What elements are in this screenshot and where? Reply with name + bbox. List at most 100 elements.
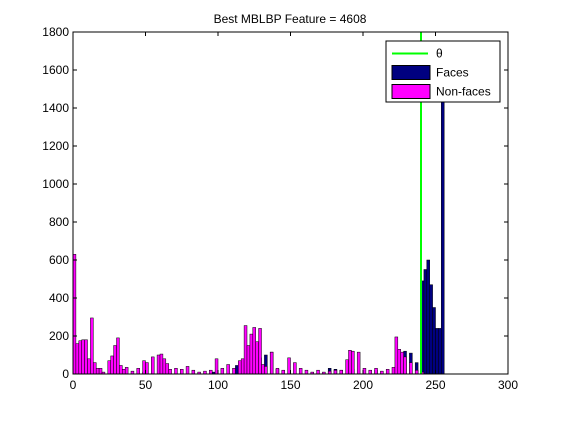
legend-swatch-non-faces (391, 84, 431, 99)
bar-non-faces (348, 350, 352, 375)
y-axis: 0 200 400 600 800 1000 1200 1400 1600 1800 (42, 25, 508, 381)
y-tick-label: 1600 (42, 63, 69, 77)
bar-non-faces (246, 345, 251, 375)
legend: θ Faces Non-faces (385, 40, 501, 103)
legend-label-non-faces: Non-faces (436, 85, 491, 99)
bar-non-faces (238, 360, 242, 375)
x-tick-label: 150 (280, 378, 300, 392)
y-tick-label: 200 (49, 329, 69, 343)
legend-label-faces: Faces (436, 66, 469, 80)
bar-non-faces (110, 355, 114, 375)
x-tick-label: 0 (70, 378, 77, 392)
bar-non-faces (226, 364, 230, 375)
bar-non-faces (87, 358, 91, 375)
bar-non-faces (409, 362, 413, 375)
y-tick-label: 1400 (42, 101, 69, 115)
bar-non-faces (339, 369, 343, 375)
bar-faces (441, 98, 445, 375)
chart-title: Best MBLBP Feature = 4608 (214, 12, 367, 26)
bar-non-faces (414, 369, 419, 375)
y-tick-label: 1200 (42, 139, 69, 153)
bar-non-faces (220, 368, 225, 375)
bar-non-faces (385, 369, 390, 375)
bar-faces (438, 328, 442, 375)
bar-non-faces (269, 351, 274, 375)
x-tick-label: 250 (425, 378, 445, 392)
bar-non-faces (185, 366, 190, 375)
bar-non-faces (165, 363, 169, 375)
bar-non-faces (107, 360, 111, 375)
y-tick-label: 1800 (42, 25, 69, 39)
legend-label-theta: θ (436, 47, 443, 61)
bar-non-faces (78, 340, 82, 375)
bar-non-faces (116, 337, 120, 375)
bar-non-faces (124, 367, 129, 375)
bar-faces (429, 284, 433, 375)
bar-non-faces (356, 351, 361, 375)
bar-non-faces (136, 368, 140, 375)
x-tick-label: 300 (498, 378, 518, 392)
bar-non-faces (304, 369, 309, 375)
bar-non-faces (400, 351, 404, 375)
x-tick-label: 100 (208, 378, 228, 392)
legend-swatch-faces (391, 65, 431, 80)
bar-non-faces (113, 345, 117, 375)
bar-non-faces (293, 362, 297, 375)
y-tick-label: 0 (62, 367, 69, 381)
bar-non-faces (275, 368, 280, 375)
bar-non-faces (156, 354, 161, 375)
bar-non-faces (209, 369, 213, 375)
y-tick-label: 1000 (42, 177, 69, 191)
bar-non-faces (122, 369, 126, 375)
bar-non-faces (281, 369, 285, 375)
bar-non-faces (316, 369, 320, 375)
bar-non-faces (397, 349, 401, 375)
bar-non-faces (243, 325, 248, 375)
bar-faces (423, 269, 428, 375)
bar-non-faces (191, 369, 196, 375)
bar-non-faces (255, 341, 259, 375)
bar-non-faces (264, 366, 268, 375)
bar-non-faces (333, 369, 338, 375)
bar-faces (235, 365, 239, 375)
bar-non-faces (180, 369, 184, 375)
bar-non-faces (84, 339, 88, 375)
bar-non-faces (232, 368, 236, 375)
bar-faces (426, 259, 430, 375)
bar-non-faces (368, 369, 372, 375)
bar-non-faces (351, 350, 355, 375)
bar-non-faces (93, 362, 97, 375)
bar-non-faces (168, 369, 172, 375)
bar-non-faces (119, 365, 123, 375)
y-tick-label: 800 (49, 215, 69, 229)
x-tick-label: 200 (353, 378, 373, 392)
bar-non-faces (159, 353, 164, 375)
bar-non-faces (261, 364, 265, 375)
bar-non-faces (174, 368, 178, 375)
y-tick-label: 400 (49, 291, 69, 305)
bar-non-faces (345, 359, 349, 375)
bar-non-faces (258, 328, 262, 375)
bar-non-faces (75, 343, 80, 375)
bar-non-faces (98, 368, 103, 375)
x-axis: 0 50 100 150 200 250 300 (70, 32, 518, 392)
bar-non-faces (252, 327, 256, 375)
bar-non-faces (90, 317, 94, 375)
bar-non-faces (240, 358, 245, 375)
bar-faces (435, 328, 439, 375)
bar-non-faces (403, 356, 407, 375)
bar-non-faces (162, 358, 167, 375)
bar-non-faces (394, 336, 399, 375)
bar-non-faces (391, 367, 396, 375)
bar-non-faces (95, 368, 100, 375)
x-tick-label: 50 (139, 378, 153, 392)
bar-non-faces (298, 368, 303, 375)
bar-non-faces (151, 356, 155, 375)
bar-non-faces (374, 368, 378, 375)
bar-non-faces (249, 333, 254, 375)
y-tick-label: 600 (49, 253, 69, 267)
bar-faces (432, 307, 436, 375)
bar-non-faces (81, 339, 85, 375)
